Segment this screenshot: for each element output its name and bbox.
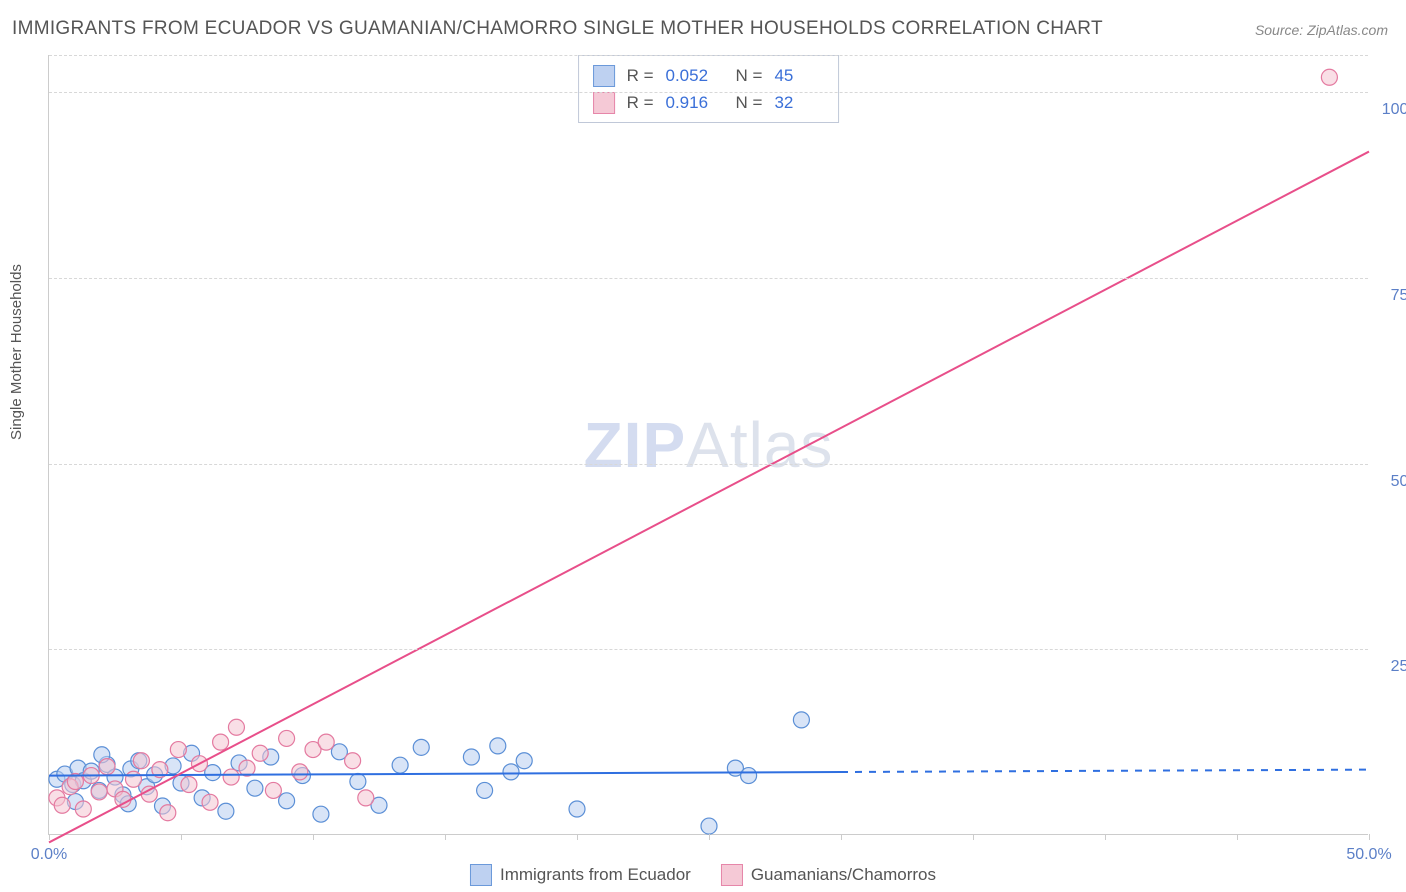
- scatter-point: [569, 801, 585, 817]
- legend-bottom-swatch-1: [470, 864, 492, 886]
- x-tick: [1105, 834, 1106, 840]
- y-tick-label: 50.0%: [1391, 473, 1406, 491]
- gridline: [49, 278, 1368, 279]
- scatter-point: [350, 774, 366, 790]
- scatter-point: [115, 791, 131, 807]
- scatter-point: [463, 749, 479, 765]
- legend-bottom-item-2: Guamanians/Chamorros: [721, 864, 936, 886]
- scatter-point: [181, 776, 197, 792]
- scatter-point: [223, 769, 239, 785]
- scatter-point: [345, 753, 361, 769]
- scatter-point: [313, 806, 329, 822]
- plot-svg: [49, 55, 1369, 835]
- scatter-point: [99, 759, 115, 775]
- scatter-point: [75, 801, 91, 817]
- y-axis-label: Single Mother Households: [8, 264, 25, 440]
- scatter-point: [228, 719, 244, 735]
- regression-line-dashed: [841, 770, 1369, 772]
- scatter-point: [170, 742, 186, 758]
- scatter-point: [392, 757, 408, 773]
- legend-row-1: R = 0.052 N = 45: [593, 62, 825, 89]
- legend-r-2: 0.916: [666, 89, 716, 116]
- regression-line: [49, 152, 1369, 843]
- legend-top: R = 0.052 N = 45 R = 0.916 N = 32: [578, 55, 840, 123]
- source-label: Source: ZipAtlas.com: [1255, 22, 1388, 38]
- y-tick-label: 100.0%: [1382, 101, 1406, 119]
- gridline: [49, 55, 1368, 56]
- x-tick: [445, 834, 446, 840]
- legend-swatch-2: [593, 92, 615, 114]
- scatter-point: [279, 730, 295, 746]
- x-tick: [1369, 834, 1370, 840]
- scatter-point: [516, 753, 532, 769]
- scatter-point: [741, 768, 757, 784]
- scatter-point: [701, 818, 717, 834]
- scatter-point: [793, 712, 809, 728]
- chart-container: IMMIGRANTS FROM ECUADOR VS GUAMANIAN/CHA…: [0, 0, 1406, 892]
- scatter-point: [54, 797, 70, 813]
- scatter-point: [160, 805, 176, 821]
- legend-bottom-item-1: Immigrants from Ecuador: [470, 864, 691, 886]
- x-tick: [49, 834, 50, 840]
- scatter-point: [141, 786, 157, 802]
- scatter-point: [218, 803, 234, 819]
- scatter-point: [503, 764, 519, 780]
- scatter-point: [125, 771, 141, 787]
- scatter-point: [252, 745, 268, 761]
- x-tick: [577, 834, 578, 840]
- y-tick-label: 75.0%: [1391, 287, 1406, 305]
- x-tick-label: 50.0%: [1346, 846, 1391, 864]
- legend-bottom-swatch-2: [721, 864, 743, 886]
- x-tick: [181, 834, 182, 840]
- scatter-point: [413, 739, 429, 755]
- scatter-point: [318, 734, 334, 750]
- scatter-point: [213, 734, 229, 750]
- x-tick: [841, 834, 842, 840]
- legend-r-1: 0.052: [666, 62, 716, 89]
- x-tick-label: 0.0%: [31, 846, 67, 864]
- legend-n-2: 32: [774, 89, 824, 116]
- scatter-point: [279, 793, 295, 809]
- scatter-point: [247, 780, 263, 796]
- legend-n-1: 45: [774, 62, 824, 89]
- x-tick: [1237, 834, 1238, 840]
- scatter-point: [1321, 69, 1337, 85]
- scatter-point: [91, 784, 107, 800]
- scatter-point: [477, 782, 493, 798]
- y-tick-label: 25.0%: [1391, 658, 1406, 676]
- legend-row-2: R = 0.916 N = 32: [593, 89, 825, 116]
- gridline: [49, 92, 1368, 93]
- scatter-point: [202, 794, 218, 810]
- gridline: [49, 464, 1368, 465]
- scatter-point: [292, 764, 308, 780]
- gridline: [49, 649, 1368, 650]
- x-tick: [313, 834, 314, 840]
- plot-area: ZIPAtlas R = 0.052 N = 45 R = 0.916 N = …: [48, 55, 1368, 835]
- legend-bottom: Immigrants from Ecuador Guamanians/Chamo…: [470, 864, 936, 886]
- scatter-point: [133, 753, 149, 769]
- scatter-point: [265, 782, 281, 798]
- x-tick: [709, 834, 710, 840]
- scatter-point: [490, 738, 506, 754]
- scatter-point: [358, 790, 374, 806]
- chart-title: IMMIGRANTS FROM ECUADOR VS GUAMANIAN/CHA…: [12, 18, 1103, 40]
- legend-swatch-1: [593, 65, 615, 87]
- x-tick: [973, 834, 974, 840]
